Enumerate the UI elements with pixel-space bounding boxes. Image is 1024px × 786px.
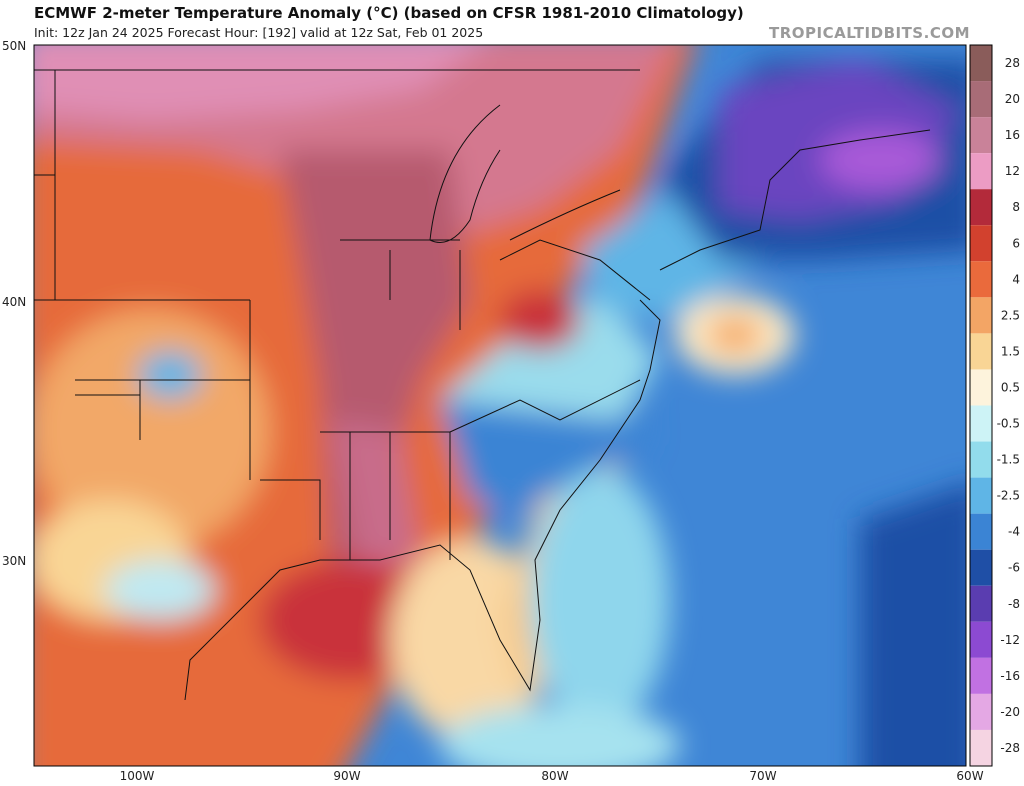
title: ECMWF 2-meter Temperature Anomaly (°C) (… [34, 4, 744, 22]
lat-label: 40N [2, 295, 26, 309]
colorbar-swatch [970, 477, 992, 514]
colorbar-label: -2.5 [997, 489, 1020, 503]
subtitle: Init: 12z Jan 24 2025 Forecast Hour: [19… [34, 25, 484, 40]
colorbar-swatch [970, 441, 992, 478]
lat-label: 50N [2, 39, 26, 53]
map-frame [33, 44, 967, 767]
lon-label: 100W [120, 769, 155, 783]
colorbar-label: 16 [1005, 128, 1020, 142]
colorbar-swatch [970, 549, 992, 586]
colorbar-swatch [970, 405, 992, 442]
colorbar-swatch [970, 117, 992, 154]
colorbar-swatch [970, 585, 992, 622]
lon-label: 70W [749, 769, 776, 783]
colorbar-label: -1.5 [997, 453, 1020, 467]
colorbar-label: 12 [1005, 164, 1020, 178]
colorbar-label: -8 [1008, 597, 1020, 611]
colorbar-label: -0.5 [997, 417, 1020, 431]
colorbar-swatch [970, 297, 992, 334]
colorbar-label: 0.5 [1001, 380, 1020, 394]
colorbar-frame [969, 44, 993, 767]
colorbar-label: 28 [1005, 56, 1020, 70]
colorbar-label: 2.5 [1001, 308, 1020, 322]
colorbar-swatch [970, 369, 992, 406]
colorbar-swatch [970, 621, 992, 658]
lon-label: 80W [541, 769, 568, 783]
colorbar-swatch [970, 81, 992, 118]
colorbar-label: -28 [1000, 741, 1020, 755]
colorbar-label: -6 [1008, 561, 1020, 575]
colorbar-label: 1.5 [1001, 344, 1020, 358]
colorbar-swatch [970, 729, 992, 766]
colorbar-swatch [970, 225, 992, 262]
colorbar-swatch [970, 693, 992, 730]
watermark: TROPICALTIDBITS.COM [769, 24, 970, 42]
colorbar-swatch [970, 45, 992, 82]
colorbar-label: -16 [1000, 669, 1020, 683]
lat-label: 30N [2, 554, 26, 568]
colorbar: 28 20 16 12 8 6 4 2.5 1.5 0.5 -0.5 -1.5 -2.5 -4 -6 -8 -1… [969, 44, 1020, 767]
lon-label: 90W [333, 769, 360, 783]
colorbar-label: -4 [1008, 525, 1020, 539]
colorbar-swatch [970, 333, 992, 370]
colorbar-label: 8 [1012, 200, 1020, 214]
colorbar-label: 4 [1012, 272, 1020, 286]
colorbar-label: -20 [1000, 705, 1020, 719]
colorbar-swatch [970, 513, 992, 550]
colorbar-label: -12 [1000, 633, 1020, 647]
colorbar-label: 6 [1012, 236, 1020, 250]
colorbar-label: 20 [1005, 92, 1020, 106]
colorbar-swatch [970, 261, 992, 298]
colorbar-swatch [970, 189, 992, 226]
lon-label: 60W [956, 769, 983, 783]
colorbar-swatch [970, 153, 992, 190]
boundaries [34, 69, 931, 701]
anomaly-field [34, 45, 966, 766]
colorbar-swatch [970, 657, 992, 694]
